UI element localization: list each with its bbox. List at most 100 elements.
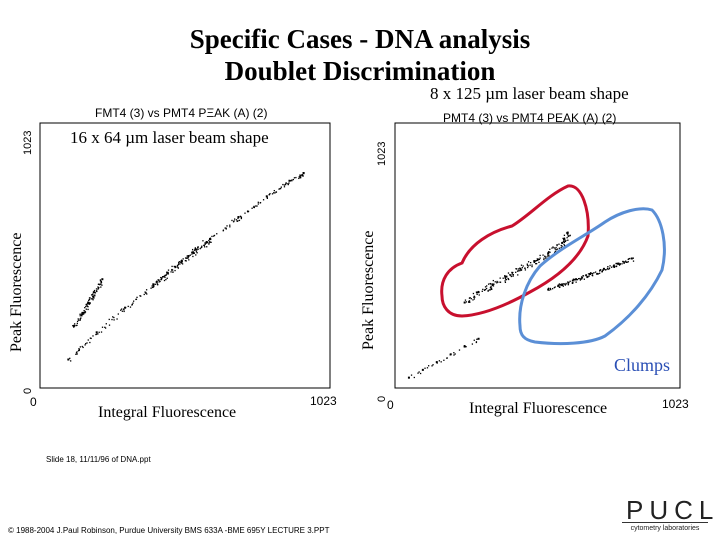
left-point-offset-streak — [99, 279, 102, 281]
right-point-clumps — [565, 283, 567, 285]
right-point-clumps — [557, 285, 559, 288]
left-point-diagonal-population — [164, 276, 166, 279]
right-point-singlets — [489, 282, 491, 285]
right-point-clumps — [601, 270, 604, 273]
right-point-clumps — [579, 277, 581, 280]
left-point-diagonal-population — [279, 187, 282, 190]
right-point-clumps — [553, 287, 555, 289]
left-point-offset-streak — [92, 293, 94, 295]
left-point-offset-streak — [79, 313, 81, 315]
right-point-singlets — [529, 264, 531, 266]
right-point-debris — [454, 353, 456, 355]
left-point-offset-streak — [83, 309, 85, 312]
right-point-singlets — [517, 270, 520, 272]
right-point-singlets — [535, 263, 537, 265]
right-point-clumps — [605, 268, 607, 271]
left-point-dense-cluster — [180, 259, 183, 261]
left-point-diagonal-population — [266, 197, 269, 200]
right-point-singlets — [527, 261, 530, 263]
left-point-diagonal-population — [95, 333, 98, 335]
right-point-singlets — [547, 253, 549, 255]
right-point-singlets — [472, 299, 474, 301]
right-point-clumps — [613, 264, 615, 266]
right-point-clumps — [571, 282, 574, 285]
left-point-dense-cluster — [195, 254, 197, 256]
right-point-clumps — [589, 272, 592, 274]
left-point-diagonal-population — [101, 326, 104, 328]
left-point-diagonal-population — [123, 309, 125, 311]
left-point-diagonal-population — [154, 283, 157, 285]
left-point-diagonal-population — [143, 293, 145, 296]
left-point-offset-streak — [97, 288, 99, 290]
right-point-singlets — [470, 298, 472, 300]
right-point-singlets — [562, 241, 565, 243]
right-point-singlets — [485, 285, 488, 287]
right-point-singlets — [499, 277, 501, 279]
right-point-clumps — [612, 265, 615, 267]
right-point-singlets — [526, 263, 528, 265]
left-point-diagonal-population — [140, 295, 142, 297]
left-point-diagonal-population — [123, 310, 125, 313]
left-point-diagonal-population — [112, 316, 114, 318]
left-point-diagonal-population — [139, 295, 141, 297]
left-point-diagonal-population — [78, 348, 81, 350]
left-point-dense-cluster — [197, 246, 199, 248]
left-plot-frame — [39, 122, 331, 389]
left-point-diagonal-population — [231, 219, 233, 222]
left-point-offset-streak — [89, 297, 91, 299]
right-point-singlets — [539, 257, 541, 259]
left-point-offset-streak — [88, 302, 90, 304]
right-point-clumps — [615, 262, 618, 265]
right-point-clumps — [595, 273, 598, 275]
left-point-dense-cluster — [166, 277, 168, 279]
left-point-diagonal-population — [265, 195, 268, 198]
right-point-singlets — [526, 266, 529, 269]
left-point-diagonal-population — [132, 302, 134, 304]
left-point-diagonal-population — [224, 227, 226, 229]
left-point-diagonal-population — [132, 300, 135, 302]
left-point-dense-cluster — [193, 251, 195, 254]
right-point-clumps — [582, 275, 584, 277]
left-point-diagonal-population — [159, 280, 161, 283]
right-point-singlets — [491, 284, 494, 287]
left-point-dense-cluster — [171, 265, 173, 268]
right-point-clumps — [560, 284, 562, 287]
left-point-diagonal-population — [89, 337, 92, 339]
left-point-diagonal-population — [252, 206, 255, 208]
left-point-offset-streak — [92, 294, 94, 296]
right-point-singlets — [560, 244, 562, 247]
right-point-singlets — [487, 283, 490, 285]
left-point-offset-streak — [76, 322, 78, 324]
left-point-offset-streak — [100, 286, 102, 288]
left-point-offset-streak — [87, 306, 89, 308]
right-point-singlets — [566, 237, 568, 239]
left-point-dense-cluster — [189, 254, 191, 256]
right-point-clumps — [606, 267, 609, 270]
right-point-clumps — [597, 273, 600, 275]
left-point-diagonal-population — [89, 341, 91, 344]
right-point-singlets — [473, 295, 475, 297]
right-point-singlets — [531, 265, 533, 268]
left-point-dense-cluster — [162, 276, 165, 278]
right-point-clumps — [567, 283, 570, 285]
right-point-clumps — [619, 263, 621, 265]
right-point-singlets — [492, 279, 494, 282]
right-point-singlets — [520, 264, 523, 266]
left-point-dense-cluster — [174, 269, 176, 272]
left-point-diagonal-population — [299, 176, 301, 178]
right-point-debris — [477, 337, 480, 340]
right-point-clumps — [550, 288, 552, 291]
right-point-debris — [438, 360, 441, 362]
right-point-singlets — [512, 275, 514, 277]
left-point-diagonal-population — [105, 323, 107, 325]
left-point-offset-streak — [82, 313, 85, 315]
right-point-singlets — [519, 270, 521, 272]
left-point-diagonal-population — [69, 357, 71, 359]
right-point-singlets — [476, 291, 478, 293]
left-point-diagonal-population — [166, 273, 168, 275]
right-point-singlets — [504, 281, 507, 284]
left-point-diagonal-population — [225, 227, 227, 229]
right-point-debris — [446, 357, 448, 359]
right-point-singlets — [569, 234, 571, 236]
left-point-diagonal-population — [150, 287, 152, 289]
